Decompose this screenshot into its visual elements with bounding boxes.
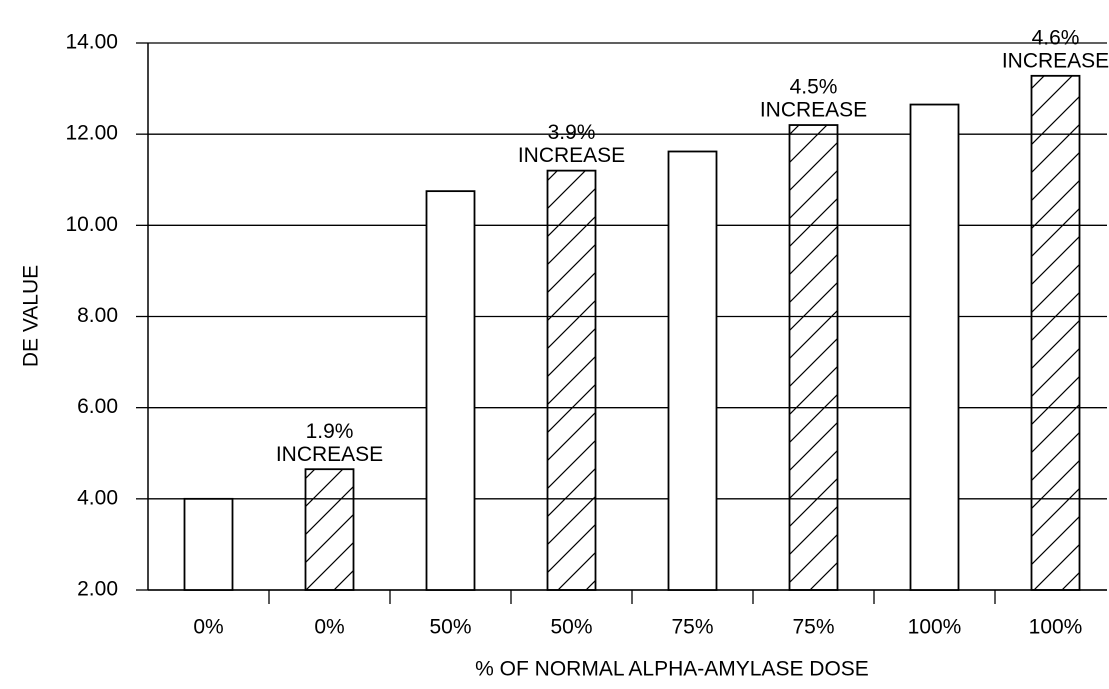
bar — [425, 190, 476, 591]
x-tick-label: 75% — [671, 616, 713, 639]
annotation: INCREASE — [518, 144, 625, 167]
x-tick-label: 0% — [193, 616, 223, 639]
annotation: 1.9% — [306, 420, 354, 443]
annotation: INCREASE — [276, 443, 383, 466]
x-tick-label: 100% — [1029, 616, 1083, 639]
x-tick-label: 75% — [792, 616, 834, 639]
annotation: 3.9% — [548, 121, 596, 144]
bar — [909, 103, 960, 591]
bar — [546, 169, 597, 591]
x-tick-label: 50% — [550, 616, 592, 639]
bar — [788, 124, 839, 591]
y-tick-label: 8.00 — [77, 304, 118, 327]
y-tick-label: 10.00 — [65, 213, 118, 236]
annotation: 4.6% — [1032, 26, 1080, 49]
x-axis-title: % OF NORMAL ALPHA-AMYLASE DOSE — [475, 658, 869, 681]
bar — [667, 150, 718, 591]
x-tick-label: 50% — [429, 616, 471, 639]
annotation: INCREASE — [760, 99, 867, 122]
bar — [1030, 74, 1081, 591]
annotation: 4.5% — [790, 76, 838, 99]
y-tick-label: 6.00 — [77, 395, 118, 418]
annotation: INCREASE — [1002, 49, 1109, 72]
bar — [183, 497, 234, 591]
y-tick-label: 12.00 — [65, 122, 118, 145]
x-tick-label: 100% — [908, 616, 962, 639]
bar — [304, 468, 355, 591]
y-tick-label: 14.00 — [65, 31, 118, 54]
y-tick-label: 4.00 — [77, 486, 118, 509]
x-tick-label: 0% — [314, 616, 344, 639]
y-axis-title: DE VALUE — [20, 265, 43, 367]
y-tick-label: 2.00 — [77, 578, 118, 601]
